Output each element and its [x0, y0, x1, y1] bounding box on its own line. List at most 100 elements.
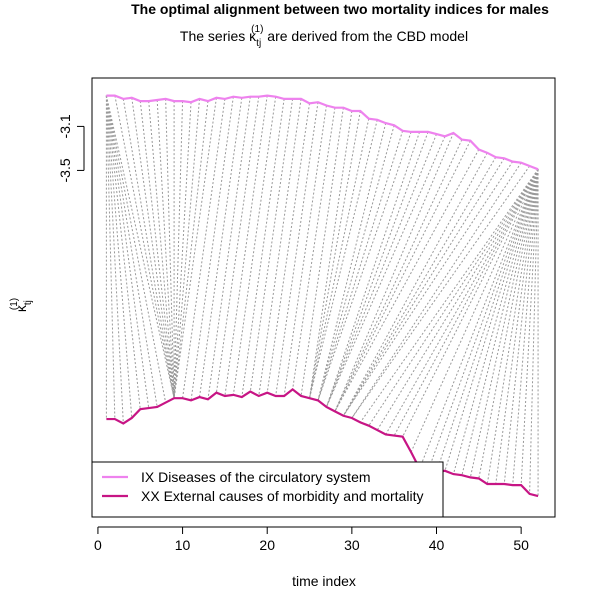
- x-tick-label: 0: [94, 537, 102, 553]
- alignment-line: [385, 169, 539, 435]
- alignment-line: [232, 96, 277, 395]
- x-tick-label: 40: [429, 537, 445, 553]
- alignment-line: [190, 96, 234, 401]
- alignment-line: [283, 105, 327, 397]
- legend-box: [91, 461, 444, 518]
- alignment-line: [173, 101, 209, 399]
- alignment-line: [105, 95, 175, 399]
- subtitle-sub: tj: [256, 38, 261, 49]
- alignment-line: [427, 169, 539, 471]
- alignment-line: [503, 169, 539, 485]
- alignment-line: [334, 140, 471, 412]
- alignment-line: [486, 169, 539, 485]
- alignment-line: [393, 169, 539, 436]
- alignment-line: [131, 97, 175, 399]
- legend-label: IX Diseases of the circulatory system: [141, 469, 371, 485]
- x-tick-label: 50: [513, 537, 529, 553]
- alignment-line: [461, 169, 539, 476]
- alignment-line: [325, 133, 437, 408]
- alignment-line: [359, 169, 539, 423]
- alignment-line: [249, 98, 294, 392]
- y-label-sub: tj: [23, 300, 34, 305]
- alignment-line: [241, 98, 285, 398]
- alignment-line: [317, 130, 404, 401]
- alignment-line: [114, 95, 175, 399]
- alignment-line: [309, 118, 370, 399]
- alignment-line: [376, 169, 539, 431]
- legend-label: XX External causes of morbidity and mort…: [141, 488, 423, 504]
- alignment-line: [351, 162, 522, 419]
- alignment-line: [334, 139, 463, 412]
- y-label-symbol: κ: [13, 304, 29, 312]
- alignment-line: [105, 95, 116, 420]
- plot-frame: [91, 77, 556, 518]
- alignment-line: [334, 149, 480, 412]
- alignment-line: [292, 107, 336, 390]
- alignment-line: [156, 99, 175, 399]
- alignment-line: [478, 169, 539, 479]
- series-line: [106, 387, 539, 498]
- alignment-line: [436, 169, 539, 473]
- subtitle-symbol: κ: [249, 28, 257, 44]
- alignment-line: [122, 98, 175, 399]
- alignment-line: [105, 95, 150, 409]
- alignment-line: [351, 165, 531, 419]
- subtitle-sup: (1): [251, 24, 263, 35]
- alignment-line: [452, 169, 539, 475]
- alignment-line: [342, 156, 497, 417]
- alignment-line: [139, 101, 175, 399]
- alignment-line: [105, 95, 141, 410]
- alignment-line: [495, 169, 539, 485]
- alignment-line: [326, 136, 446, 408]
- alignment-line: [105, 95, 124, 424]
- alignment-line: [258, 98, 302, 397]
- y-tick-label: -3.5: [57, 158, 73, 182]
- alignment-line: [173, 97, 217, 399]
- alignment-line: [215, 96, 260, 393]
- x-axis-label: time index: [292, 573, 356, 589]
- alignment-line: [402, 169, 539, 437]
- alignment-line: [368, 169, 539, 426]
- alignment-line: [512, 169, 539, 486]
- alignment-line: [334, 132, 454, 412]
- alignment-line: [325, 131, 421, 408]
- y-label-sup: (1): [9, 298, 20, 310]
- alignment-line: [266, 103, 311, 393]
- y-tick-label: -3.1: [57, 114, 73, 138]
- alignment-line: [105, 95, 158, 408]
- subtitle-text: are derived from the CBD model: [267, 28, 468, 44]
- alignment-line: [317, 122, 387, 401]
- alignment-line: [105, 95, 167, 403]
- chart-title: The optimal alignment between two mortal…: [131, 1, 549, 17]
- alignment-line: [469, 169, 539, 478]
- series-line: [106, 94, 539, 171]
- alignment-line: [520, 169, 539, 486]
- x-tick-label: 20: [259, 537, 275, 553]
- alignment-line: [309, 110, 353, 399]
- alignment-line: [173, 101, 184, 399]
- alignment-line: [105, 95, 133, 419]
- alignment-line: [275, 102, 319, 397]
- alignment-line: [342, 161, 514, 417]
- alignment-line: [173, 102, 192, 399]
- alignment-line: [317, 125, 395, 401]
- chart-subtitle: The series κtj (1) are derived from the C…: [180, 24, 468, 49]
- alignment-line: [199, 97, 243, 398]
- x-tick-label: 30: [344, 537, 360, 553]
- alignment-line: [148, 101, 175, 399]
- alignment-line: [325, 131, 429, 408]
- alignment-line: [165, 98, 175, 399]
- alignment-line: [224, 95, 268, 397]
- alignment-line: [342, 152, 488, 417]
- subtitle-text: The series: [180, 28, 245, 44]
- alignment-line: [444, 169, 539, 471]
- alignment-line: [419, 169, 539, 469]
- x-tick-label: 10: [175, 537, 191, 553]
- alignment-line: [309, 110, 361, 399]
- alignment-line: [300, 107, 344, 397]
- alignment-line: [342, 158, 505, 417]
- alignment-line: [207, 96, 251, 400]
- alignment-line: [317, 131, 412, 401]
- y-axis-label: κtj(1): [9, 298, 34, 312]
